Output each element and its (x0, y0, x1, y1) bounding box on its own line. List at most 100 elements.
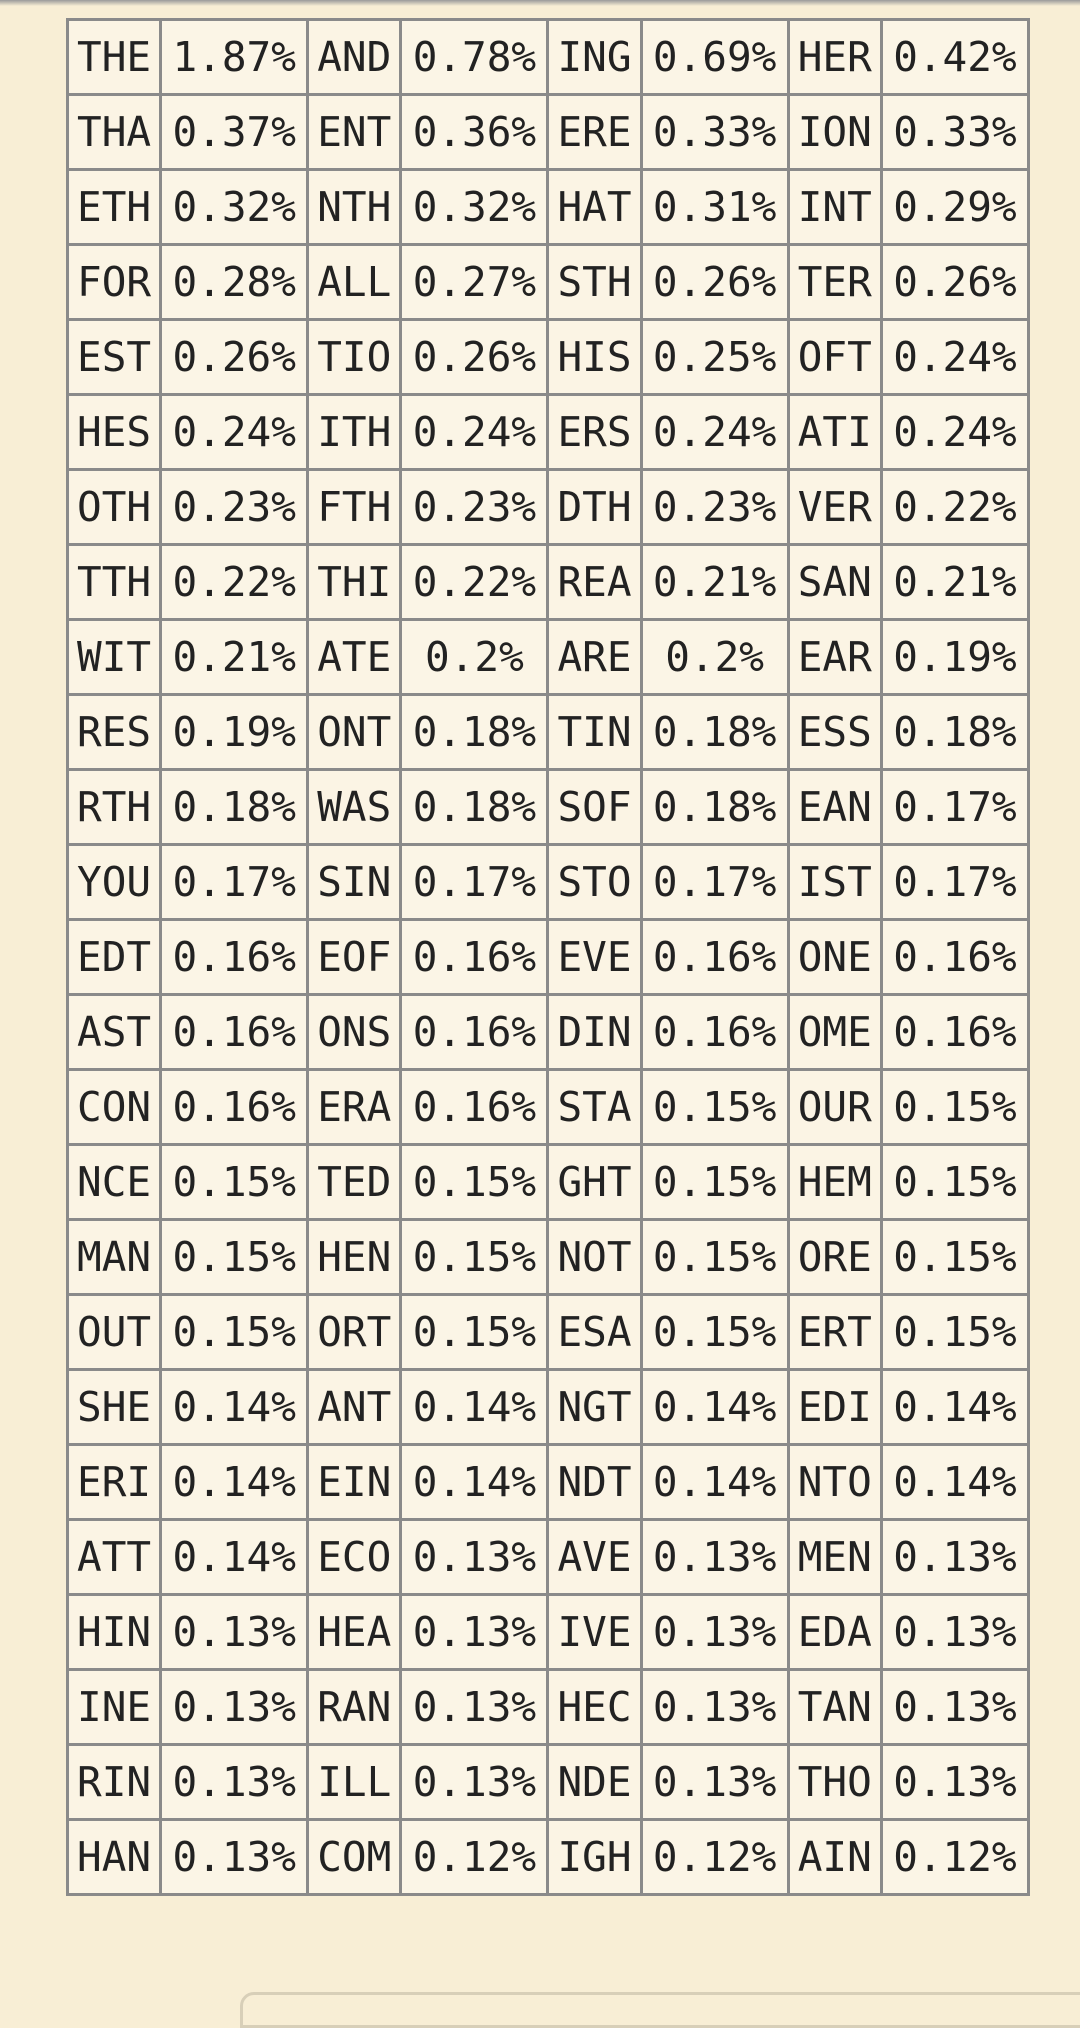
frequency-cell: 0.21% (879, 543, 1031, 621)
trigram-cell: HIS (546, 318, 643, 396)
trigram-cell: REA (546, 543, 643, 621)
frequency-cell: 0.37% (159, 93, 310, 171)
trigram-cell: RAN (306, 1668, 403, 1746)
trigram-cell: SIN (306, 843, 403, 921)
trigram-cell: TIO (306, 318, 403, 396)
trigram-cell: TAN (786, 1668, 883, 1746)
frequency-cell: 0.14% (399, 1368, 550, 1446)
trigram-cell: DTH (546, 468, 643, 546)
table-row: HIN 0.13% HEA 0.13% IVE 0.13% EDA 0.13% (65, 1593, 1031, 1671)
frequency-cell: 0.16% (159, 993, 310, 1071)
trigram-cell: HES (65, 393, 163, 471)
table-row: SHE 0.14% ANT 0.14% NGT 0.14% EDI 0.14% (65, 1368, 1031, 1446)
frequency-cell: 0.22% (399, 543, 550, 621)
trigram-cell: AIN (786, 1818, 883, 1896)
trigram-cell: ALL (306, 243, 403, 321)
table-row: THE 1.87% AND 0.78% ING 0.69% HER 0.42% (65, 18, 1031, 96)
trigram-cell: ING (546, 18, 643, 96)
trigram-cell: ION (786, 93, 883, 171)
frequency-cell: 0.16% (399, 918, 550, 996)
frequency-cell: 0.13% (159, 1668, 310, 1746)
trigram-cell: THE (65, 18, 163, 96)
frequency-cell: 0.13% (879, 1743, 1031, 1821)
table-row: RES 0.19% ONT 0.18% TIN 0.18% ESS 0.18% (65, 693, 1031, 771)
trigram-cell: ORE (786, 1218, 883, 1296)
trigram-cell: RES (65, 693, 163, 771)
trigram-cell: EDA (786, 1593, 883, 1671)
trigram-cell: GHT (546, 1143, 643, 1221)
frequency-cell: 0.69% (639, 18, 790, 96)
frequency-cell: 0.15% (639, 1218, 790, 1296)
trigram-cell: VER (786, 468, 883, 546)
frequency-cell: 0.14% (399, 1443, 550, 1521)
trigram-table-body: THE 1.87% AND 0.78% ING 0.69% HER 0.42% THA 0.37%… (65, 18, 1031, 1896)
trigram-cell: ARE (546, 618, 643, 696)
trigram-cell: HER (786, 18, 883, 96)
frequency-cell: 0.2% (639, 618, 790, 696)
trigram-cell: EIN (306, 1443, 403, 1521)
table-row: INE 0.13% RAN 0.13% HEC 0.13% TAN 0.13% (65, 1668, 1031, 1746)
trigram-cell: SOF (546, 768, 643, 846)
frequency-cell: 0.26% (399, 318, 550, 396)
trigram-cell: ERS (546, 393, 643, 471)
trigram-cell: EST (65, 318, 163, 396)
frequency-cell: 0.13% (399, 1518, 550, 1596)
frequency-cell: 0.14% (159, 1368, 310, 1446)
trigram-cell: EOF (306, 918, 403, 996)
frequency-cell: 0.17% (399, 843, 550, 921)
frequency-cell: 0.13% (159, 1593, 310, 1671)
frequency-cell: 0.18% (399, 768, 550, 846)
trigram-cell: ATI (786, 393, 883, 471)
trigram-cell: WIT (65, 618, 163, 696)
frequency-cell: 0.24% (879, 393, 1031, 471)
frequency-cell: 0.13% (639, 1518, 790, 1596)
trigram-cell: EDI (786, 1368, 883, 1446)
frequency-cell: 0.12% (639, 1818, 790, 1896)
frequency-cell: 0.16% (399, 993, 550, 1071)
trigram-cell: HEA (306, 1593, 403, 1671)
trigram-cell: ERE (546, 93, 643, 171)
frequency-cell: 0.18% (399, 693, 550, 771)
trigram-cell: AND (306, 18, 403, 96)
frequency-cell: 0.33% (879, 93, 1031, 171)
trigram-cell: NOT (546, 1218, 643, 1296)
frequency-cell: 0.18% (639, 693, 790, 771)
frequency-cell: 0.13% (159, 1818, 310, 1896)
trigram-cell: STA (546, 1068, 643, 1146)
frequency-cell: 0.23% (639, 468, 790, 546)
trigram-cell: IST (786, 843, 883, 921)
frequency-cell: 0.32% (159, 168, 310, 246)
frequency-cell: 0.15% (639, 1068, 790, 1146)
frequency-cell: 0.26% (879, 243, 1031, 321)
frequency-cell: 0.15% (399, 1293, 550, 1371)
trigram-cell: ERA (306, 1068, 403, 1146)
frequency-cell: 0.15% (879, 1143, 1031, 1221)
frequency-cell: 0.13% (399, 1743, 550, 1821)
table-row: RIN 0.13% ILL 0.13% NDE 0.13% THO 0.13% (65, 1743, 1031, 1821)
trigram-cell: ERT (786, 1293, 883, 1371)
frequency-cell: 0.15% (879, 1218, 1031, 1296)
trigram-cell: MAN (65, 1218, 163, 1296)
frequency-cell: 0.24% (879, 318, 1031, 396)
trigram-cell: TED (306, 1143, 403, 1221)
frequency-cell: 0.33% (639, 93, 790, 171)
trigram-cell: ORT (306, 1293, 403, 1371)
trigram-cell: RIN (65, 1743, 163, 1821)
trigram-cell: ERI (65, 1443, 163, 1521)
frequency-cell: 0.18% (879, 693, 1031, 771)
frequency-cell: 0.19% (159, 693, 310, 771)
frequency-cell: 0.15% (639, 1143, 790, 1221)
trigram-cell: ILL (306, 1743, 403, 1821)
trigram-cell: EVE (546, 918, 643, 996)
frequency-cell: 0.15% (159, 1293, 310, 1371)
frequency-cell: 0.16% (159, 1068, 310, 1146)
table-row: EDT 0.16% EOF 0.16% EVE 0.16% ONE 0.16% (65, 918, 1031, 996)
trigram-cell: AST (65, 993, 163, 1071)
frequency-cell: 0.16% (639, 993, 790, 1071)
trigram-cell: NDT (546, 1443, 643, 1521)
bottom-panel-edge (240, 1992, 1080, 2028)
trigram-cell: NTO (786, 1443, 883, 1521)
trigram-cell: EDT (65, 918, 163, 996)
frequency-cell: 0.17% (879, 768, 1031, 846)
trigram-cell: INE (65, 1668, 163, 1746)
